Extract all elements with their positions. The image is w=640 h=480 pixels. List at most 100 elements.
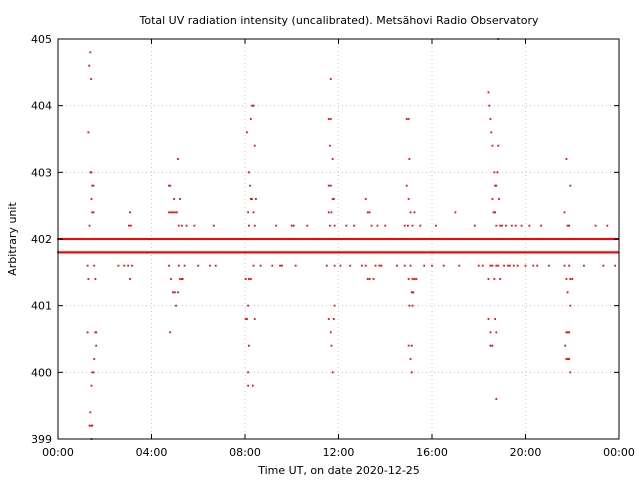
axis-ticks: 00:00 04:00 08:00 12:00 16:00 20:00 00:0039940…: [31, 33, 635, 459]
data-point: [495, 331, 498, 334]
y-tick-label: 403: [31, 166, 52, 179]
data-point: [489, 331, 492, 334]
data-point: [520, 224, 523, 227]
data-point: [491, 144, 494, 147]
data-point: [89, 51, 92, 54]
data-point: [496, 171, 499, 174]
data-point: [419, 224, 422, 227]
data-point: [489, 264, 492, 267]
data-point: [168, 211, 170, 214]
data-point: [602, 264, 605, 267]
data-point: [569, 304, 572, 307]
data-point: [95, 344, 98, 347]
data-point: [407, 118, 410, 120]
data-point: [536, 264, 539, 267]
data-point: [403, 264, 406, 267]
data-point: [566, 358, 569, 360]
x-tick-label: 00:00: [42, 446, 74, 459]
data-point: [248, 278, 250, 280]
data-point: [489, 118, 492, 120]
data-point: [547, 264, 550, 267]
data-point: [413, 211, 416, 214]
data-point: [366, 211, 369, 214]
data-point: [364, 264, 367, 267]
data-point: [248, 171, 250, 174]
data-point: [583, 264, 585, 267]
data-point: [331, 158, 334, 160]
data-point: [251, 384, 254, 387]
data-points: [57, 38, 620, 440]
data-point: [93, 358, 96, 360]
data-point: [281, 264, 283, 267]
data-point: [170, 278, 172, 280]
data-point: [253, 224, 256, 227]
data-point: [90, 384, 93, 387]
data-point: [481, 264, 484, 267]
data-point: [366, 278, 369, 280]
data-point: [403, 224, 406, 227]
data-point: [329, 331, 332, 334]
data-point: [563, 264, 566, 267]
y-axis-label: Arbitrary unit: [6, 202, 19, 276]
data-point: [95, 331, 98, 334]
data-point: [498, 198, 500, 200]
data-point: [249, 198, 252, 200]
data-point: [252, 264, 255, 267]
data-point: [488, 104, 491, 107]
data-point: [90, 171, 93, 174]
data-point: [177, 291, 179, 294]
data-point: [88, 224, 91, 227]
data-point: [516, 264, 519, 267]
data-point: [487, 91, 490, 94]
data-point: [275, 224, 278, 227]
data-point: [175, 304, 177, 307]
y-tick-label: 405: [31, 33, 52, 46]
data-point: [349, 264, 352, 267]
data-point: [491, 198, 494, 200]
data-point: [565, 358, 568, 360]
data-point: [179, 198, 181, 200]
data-point: [565, 331, 568, 334]
data-point: [244, 318, 247, 320]
data-point: [181, 278, 184, 280]
data-point: [88, 64, 91, 67]
data-point: [330, 344, 333, 347]
data-point: [89, 411, 92, 414]
data-point: [571, 278, 574, 280]
data-point: [524, 264, 527, 267]
data-point: [345, 224, 348, 227]
data-point: [247, 371, 250, 374]
y-tick-label: 399: [31, 433, 52, 446]
x-tick-label: 16:00: [416, 446, 448, 459]
data-point: [458, 264, 461, 267]
data-point: [189, 238, 192, 240]
data-point: [327, 211, 330, 214]
data-point: [454, 211, 457, 214]
data-point: [332, 318, 335, 320]
data-point: [409, 211, 412, 214]
data-point: [412, 291, 415, 294]
data-point: [407, 344, 410, 347]
y-tick-label: 402: [31, 233, 52, 246]
x-axis-label: Time UT, on date 2020-12-25: [257, 464, 420, 477]
data-point: [177, 264, 180, 267]
data-point: [410, 344, 413, 347]
data-point: [212, 224, 215, 227]
data-point: [413, 278, 416, 280]
data-point: [497, 264, 500, 267]
data-point: [532, 264, 535, 267]
chart-title: Total UV radiation intensity (uncalibrat…: [139, 14, 539, 27]
data-point: [368, 278, 371, 280]
data-point: [214, 264, 217, 267]
data-point: [169, 184, 172, 187]
data-point: [89, 171, 92, 174]
data-point: [415, 278, 418, 280]
data-point: [129, 278, 131, 280]
data-point: [253, 144, 256, 147]
data-point: [493, 278, 496, 280]
data-point: [489, 344, 492, 347]
data-point: [255, 198, 257, 200]
data-point: [247, 384, 250, 387]
x-tick-label: 00:00: [603, 446, 635, 459]
data-point: [86, 264, 89, 267]
